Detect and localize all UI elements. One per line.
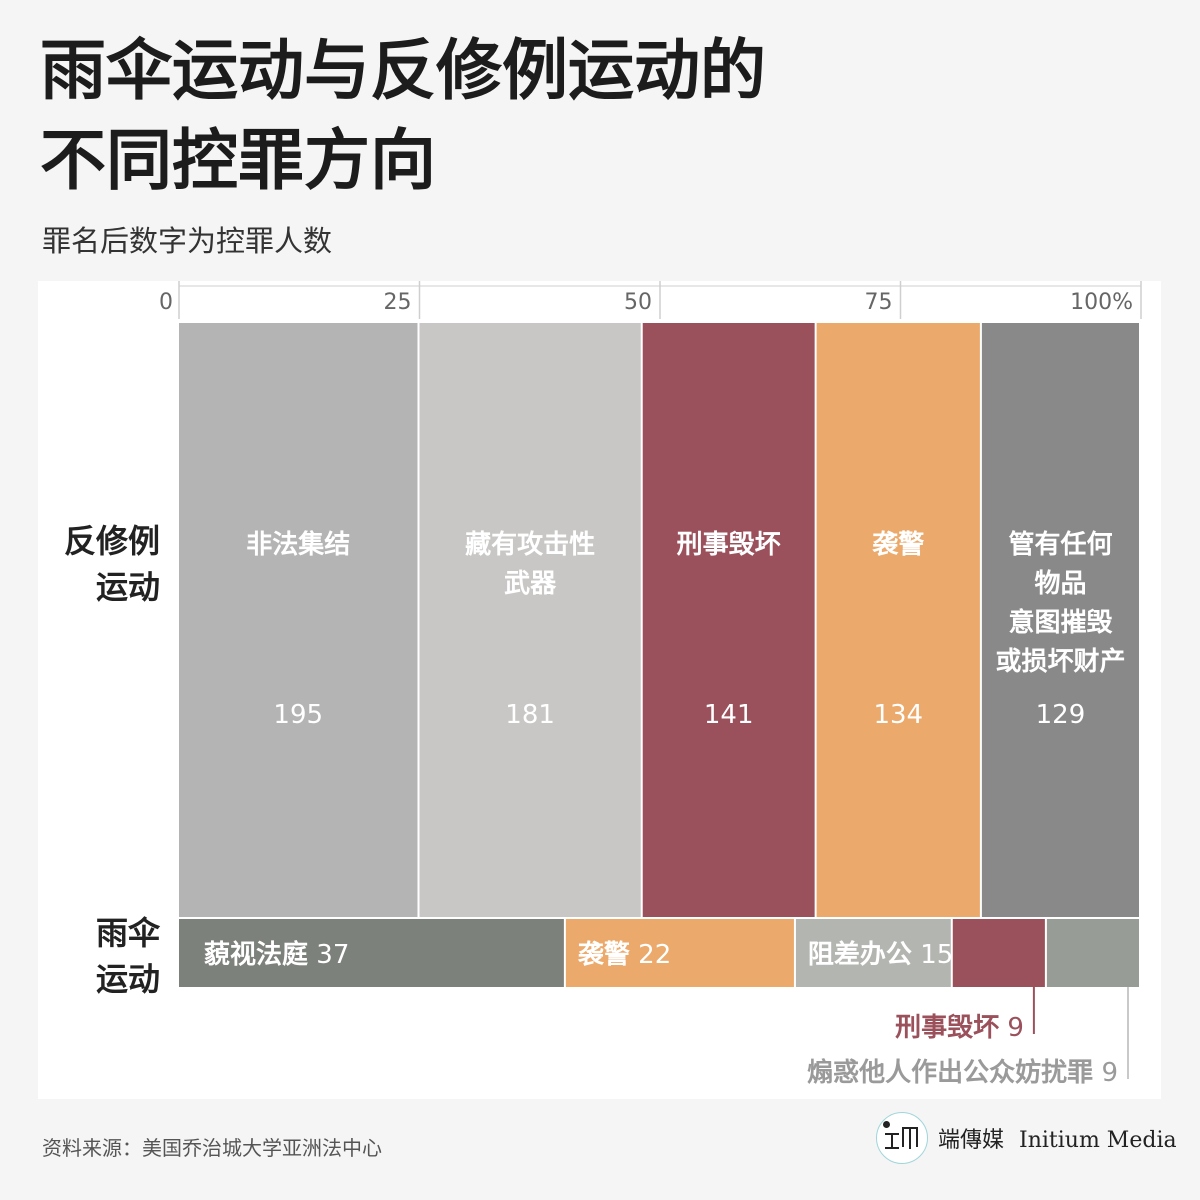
logo-name-en: Initium Media [1019,1128,1177,1153]
source-note: 资料来源：美国乔治城大学亚洲法中心 [42,1136,382,1160]
chart-title: 雨伞运动与反修例运动的 不同控罪方向 [40,26,1160,206]
bar-segment-anti_elab-0 [179,323,418,917]
chart-panel: 0 25 50 75 100% 非法集结 195 藏有攻击性武器 181 刑事毁坏 141 袭警 134… [38,281,1161,1099]
bar-segment-umbrella-1 [565,919,794,987]
segment-label-umbrella-0: 藐视法庭 37 [204,939,349,970]
segment-label-value-umbrella-0: 37 [308,940,349,970]
segment-label-anti_elab-4-2: 意图摧毁 [1008,607,1112,638]
segment-label-name-umbrella-1: 袭警 [577,939,630,970]
axis-tick-label-2: 50 [624,290,652,315]
segment-label-value-umbrella-1: 22 [630,940,671,970]
segment-label-name-umbrella-0: 藐视法庭 [204,939,308,970]
segment-label-anti_elab-2-0: 刑事毁坏 [677,530,781,560]
initium-seal-icon [876,1112,928,1164]
bar-segment-umbrella-4 [1046,919,1139,987]
initium-logo[interactable]: 端傳媒 Initium Media [876,1110,1177,1170]
row-label-umbrella: 雨伞 运动 [20,910,160,1002]
axis-tick-label-0: 0 [159,290,173,315]
segment-label-value-umbrella-2: 15 [912,940,953,970]
callout-label-name-umbrella-4: 煽惑他人作出公众妨扰罪 [807,1057,1093,1088]
segment-value-anti_elab-3: 134 [873,700,923,730]
chart-subtitle: 罪名后数字为控罪人数 [42,224,333,258]
row-label-anti-elab: 反修例 运动 [20,518,160,610]
axis-tick-label-1: 25 [384,290,412,315]
segment-value-anti_elab-1: 181 [505,700,555,730]
segment-label-anti_elab-4-1: 物品 [1034,569,1086,599]
callout-label-umbrella-3: 刑事毁坏 9 [895,1013,1024,1043]
bar-segment-umbrella-3 [952,919,1045,987]
callout-label-name-umbrella-3: 刑事毁坏 [895,1013,999,1043]
segment-label-name-umbrella-2: 阻差办公 [808,939,912,970]
segment-label-umbrella-1: 袭警 22 [577,939,671,970]
segment-label-anti_elab-1-0: 藏有攻击性 [465,530,595,560]
logo-name-zh: 端傳媒 [938,1128,1005,1153]
callout-label-value-umbrella-4: 9 [1093,1058,1118,1088]
chart-title-line-2: 不同控罪方向 [40,122,436,199]
callout-label-value-umbrella-3: 9 [999,1013,1024,1043]
segment-label-anti_elab-4-0: 管有任何 [1008,530,1112,560]
bar-segment-anti_elab-2 [642,323,815,917]
bar-segment-umbrella-2 [795,919,951,987]
segment-label-umbrella-2: 阻差办公 15 [808,939,953,970]
row-label-umbrella-line-2: 运动 [95,960,160,998]
segment-value-anti_elab-2: 141 [704,700,754,730]
segment-value-anti_elab-0: 195 [273,700,323,730]
bar-segment-anti_elab-4 [981,323,1139,917]
chart-title-line-1: 雨伞运动与反修例运动的 [40,32,766,109]
segment-label-anti_elab-4-3: 或损坏财产 [995,647,1125,677]
bar-segment-anti_elab-3 [816,323,980,917]
bar-segment-umbrella-0 [179,919,564,987]
axis-tick-label-3: 75 [865,290,893,315]
segment-label-anti_elab-1-1: 武器 [504,569,557,599]
initium-wordmark: 端傳媒 Initium Media [938,1122,1177,1154]
axis-tick-label-4: 100% [1070,290,1133,315]
bar-segment-anti_elab-1 [419,323,641,917]
row-label-anti-elab-line-1: 反修例 [63,522,160,560]
row-label-anti-elab-line-2: 运动 [95,568,160,606]
callout-label-umbrella-4: 煽惑他人作出公众妨扰罪 9 [807,1057,1118,1088]
row-label-umbrella-line-1: 雨伞 [95,914,160,952]
segment-value-anti_elab-4: 129 [1036,700,1086,730]
segment-label-anti_elab-3-0: 袭警 [871,529,924,560]
segment-label-anti_elab-0-0: 非法集结 [246,529,350,560]
